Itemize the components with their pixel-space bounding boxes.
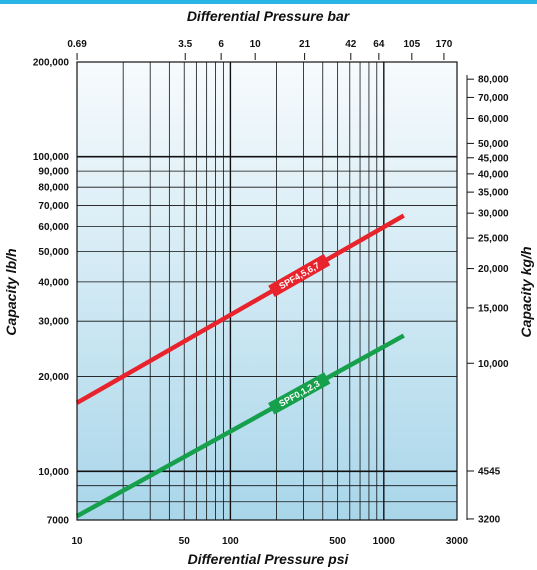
y-right-tick-label: 45,000: [478, 153, 509, 164]
y-left-tick-label: 70,000: [38, 201, 69, 212]
x-bottom-tick-label: 3000: [446, 536, 469, 547]
y-left-tick-label: 90,000: [38, 167, 69, 178]
top-accent-bar: [0, 0, 537, 4]
x-bottom-tick-label: 100: [222, 536, 239, 547]
y-left-tick-label: 10,000: [38, 467, 69, 478]
grid-lines: [77, 62, 457, 520]
y-right-tick-label: 50,000: [478, 139, 509, 150]
y-left-tick-label: 50,000: [38, 247, 69, 258]
y-left-tick-label: 80,000: [38, 183, 69, 194]
y-right-tick-label: 70,000: [478, 93, 509, 104]
x-bottom-tick-label: 500: [329, 536, 346, 547]
plot-frame: [76, 61, 458, 521]
y-right-tick-label: 25,000: [478, 234, 509, 245]
x-top-tick-label: 64: [373, 39, 385, 50]
x-top-tick-label: 0.69: [67, 39, 87, 50]
tick-labels: 10 50 100 500 1000 3000 0.69 3.5 6 10 21 42 64 105 170…: [33, 39, 509, 547]
y-left-tick-label: 20,000: [38, 372, 69, 383]
y-left-tick-label: 60,000: [38, 222, 69, 233]
x-top-tick-label: 3.5: [178, 39, 192, 50]
y-right-tick-label: 60,000: [478, 114, 509, 125]
y-right-tick-label: 4545: [478, 466, 501, 477]
y-right-tick-label: 35,000: [478, 188, 509, 199]
y-left-tick-label: 40,000: [38, 277, 69, 288]
series-line: [75, 213, 405, 405]
right-axis-title: Capacity kg/h: [518, 246, 534, 337]
x-bottom-tick-label: 50: [179, 536, 191, 547]
y-left-tick-label: 200,000: [33, 58, 70, 69]
y-right-tick-label: 40,000: [478, 169, 509, 180]
series-tag-box: [268, 253, 331, 298]
left-axis-title: Capacity lb/h: [3, 248, 19, 335]
y-right-tick-label: 15,000: [478, 303, 509, 314]
x-top-tick-label: 170: [436, 39, 453, 50]
x-top-tick-label: 10: [250, 39, 262, 50]
y-left-tick-label: 30,000: [38, 317, 69, 328]
series-line: [75, 333, 405, 519]
y-left-tick-label: 7000: [47, 516, 70, 527]
x-top-tick-label: 105: [403, 39, 420, 50]
top-axis-title: Differential Pressure bar: [187, 8, 351, 24]
plot-area: [77, 62, 457, 520]
y-right-tick-label: 30,000: [478, 209, 509, 220]
series-tag-box: [268, 372, 331, 415]
x-top-tick-label: 21: [299, 39, 311, 50]
y-right-tick-label: 80,000: [478, 75, 509, 86]
y-right-tick-label: 10,000: [478, 359, 509, 370]
x-bottom-tick-label: 1000: [373, 536, 396, 547]
x-bottom-tick-label: 10: [71, 536, 83, 547]
bottom-axis-title: Differential Pressure psi: [188, 551, 350, 567]
x-top-tick-label: 6: [218, 39, 224, 50]
x-top-tick-label: 42: [345, 39, 357, 50]
y-right-tick-label: 20,000: [478, 264, 509, 275]
y-left-tick-label: 100,000: [33, 152, 70, 163]
y-right-tick-label: 3200: [478, 514, 501, 525]
